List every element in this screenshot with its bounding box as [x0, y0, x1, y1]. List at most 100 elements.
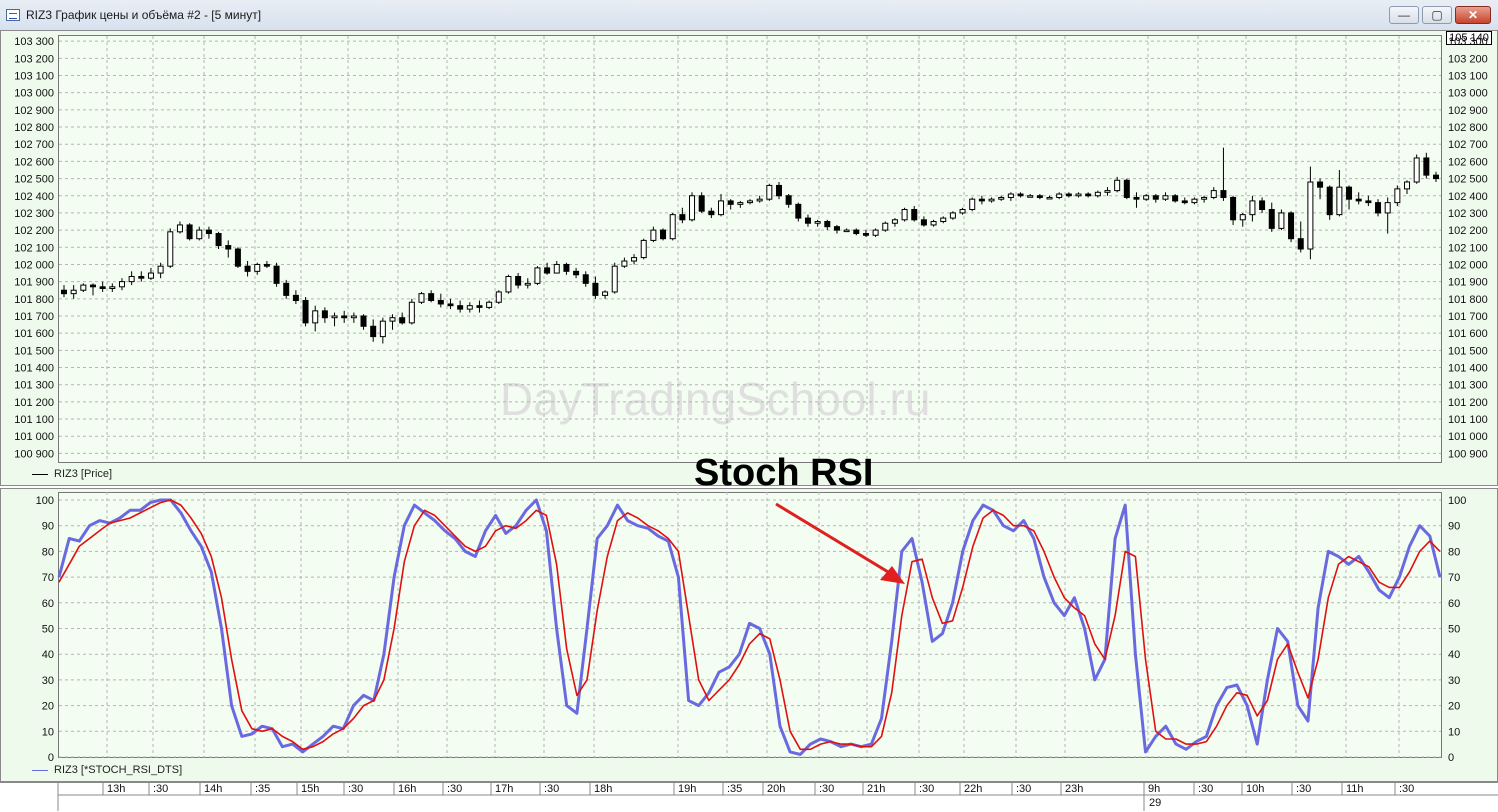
- indicator-y-tick-left: 50: [42, 624, 54, 636]
- price-plot-area[interactable]: [58, 35, 1442, 463]
- candle-body: [534, 267, 541, 284]
- candle-body: [1065, 193, 1072, 197]
- indicator-y-tick-right: 70: [1448, 572, 1460, 584]
- candle-body: [582, 274, 589, 284]
- candle-body: [157, 265, 164, 274]
- candle-body: [263, 263, 270, 267]
- candle-body: [360, 315, 367, 327]
- candle-body: [1220, 190, 1227, 198]
- price-y-tick-right: 101 200: [1448, 397, 1488, 409]
- price-y-tick-left: 101 200: [14, 397, 54, 409]
- candle-body: [1336, 186, 1343, 216]
- candle-body: [718, 200, 725, 216]
- candle-body: [1104, 190, 1111, 193]
- indicator-legend-line-icon: [32, 769, 48, 771]
- time-label: :30: [819, 783, 834, 795]
- candle-body: [244, 265, 251, 272]
- price-y-tick-right: 101 300: [1448, 380, 1488, 392]
- indicator-y-tick-right: 20: [1448, 701, 1460, 713]
- candle-body: [1036, 195, 1043, 198]
- indicator-y-tick-right: 50: [1448, 624, 1460, 636]
- candle-body: [1181, 200, 1188, 204]
- candle-body: [1423, 157, 1430, 176]
- candle-body: [61, 289, 67, 295]
- indicator-y-tick-left: 40: [42, 649, 54, 661]
- time-label: 16h: [398, 783, 416, 795]
- price-y-tick-right: 103 200: [1448, 53, 1488, 65]
- candle-body: [70, 289, 77, 295]
- candle-body: [978, 198, 985, 202]
- maximize-button[interactable]: ▢: [1422, 6, 1452, 24]
- candle-body: [205, 229, 212, 235]
- indicator-y-tick-left: 30: [42, 675, 54, 687]
- candle-body: [1384, 202, 1391, 214]
- indicator-y-tick-right: 100: [1448, 495, 1466, 507]
- candle-body: [341, 315, 348, 319]
- price-y-tick-right: 102 500: [1448, 174, 1488, 186]
- stoch-rsi-k-line: [57, 498, 1442, 756]
- candle-body: [128, 275, 135, 283]
- candle-body: [814, 221, 821, 224]
- candle-body: [109, 286, 116, 290]
- candle-body: [515, 275, 522, 286]
- indicator-y-tick-right: 60: [1448, 598, 1460, 610]
- candle-body: [457, 305, 464, 310]
- candle-body: [1394, 188, 1401, 204]
- candle-body: [679, 214, 686, 221]
- candle-body: [1162, 195, 1169, 200]
- close-button[interactable]: ✕: [1455, 6, 1491, 24]
- candle-body: [167, 231, 174, 267]
- watermark: DayTradingSchool.ru: [500, 373, 931, 425]
- candle-body: [1201, 196, 1208, 200]
- candle-body: [1046, 196, 1053, 200]
- candle-body: [89, 284, 96, 288]
- candle-body: [882, 222, 889, 231]
- candle-body: [650, 229, 657, 241]
- time-label: 19h: [678, 783, 696, 795]
- candle-body: [1114, 179, 1121, 192]
- price-y-tick-right: 101 800: [1448, 294, 1488, 306]
- chart-app-icon: [6, 9, 20, 21]
- price-y-tick-left: 101 800: [14, 294, 54, 306]
- candle-body: [147, 272, 154, 279]
- candle-body: [505, 275, 512, 293]
- time-label: 21h: [867, 783, 885, 795]
- time-label: 11h: [1346, 783, 1364, 795]
- candle-body: [234, 248, 241, 267]
- candle-body: [862, 233, 869, 236]
- candle-body: [1268, 208, 1275, 229]
- candle-body: [1278, 212, 1285, 229]
- candle-body: [573, 270, 580, 276]
- price-y-tick-left: 101 700: [14, 311, 54, 323]
- price-y-tick-right: 101 000: [1448, 431, 1488, 443]
- time-axis[interactable]: [0, 782, 1498, 812]
- price-y-tick-left: 101 400: [14, 363, 54, 375]
- annotation-arrowhead: [880, 566, 905, 584]
- indicator-y-tick-right: 80: [1448, 546, 1460, 558]
- price-y-tick-right: 102 000: [1448, 259, 1488, 271]
- price-y-tick-right: 102 800: [1448, 122, 1488, 134]
- price-y-tick-left: 101 300: [14, 380, 54, 392]
- candle-body: [186, 224, 193, 240]
- candle-body: [138, 275, 145, 279]
- price-y-tick-left: 102 000: [14, 259, 54, 271]
- indicator-y-tick-right: 10: [1448, 726, 1460, 738]
- price-y-tick-left: 102 900: [14, 105, 54, 117]
- candle-body: [1017, 193, 1024, 197]
- time-label: :30: [153, 783, 168, 795]
- candle-body: [544, 267, 551, 274]
- indicator-y-tick-left: 70: [42, 572, 54, 584]
- candle-body: [1094, 191, 1101, 197]
- candle-body: [1404, 181, 1411, 190]
- price-y-tick-left: 103 300: [14, 36, 54, 48]
- time-label: :30: [544, 783, 559, 795]
- candle-body: [988, 198, 995, 202]
- candle-body: [1239, 214, 1246, 221]
- price-y-tick-left: 102 300: [14, 208, 54, 220]
- minimize-button[interactable]: —: [1389, 6, 1419, 24]
- candle-body: [1365, 200, 1372, 204]
- time-label: 9h: [1148, 783, 1160, 795]
- price-y-tick-left: 102 600: [14, 156, 54, 168]
- candle-body: [621, 260, 628, 267]
- indicator-y-tick-right: 0: [1448, 752, 1454, 764]
